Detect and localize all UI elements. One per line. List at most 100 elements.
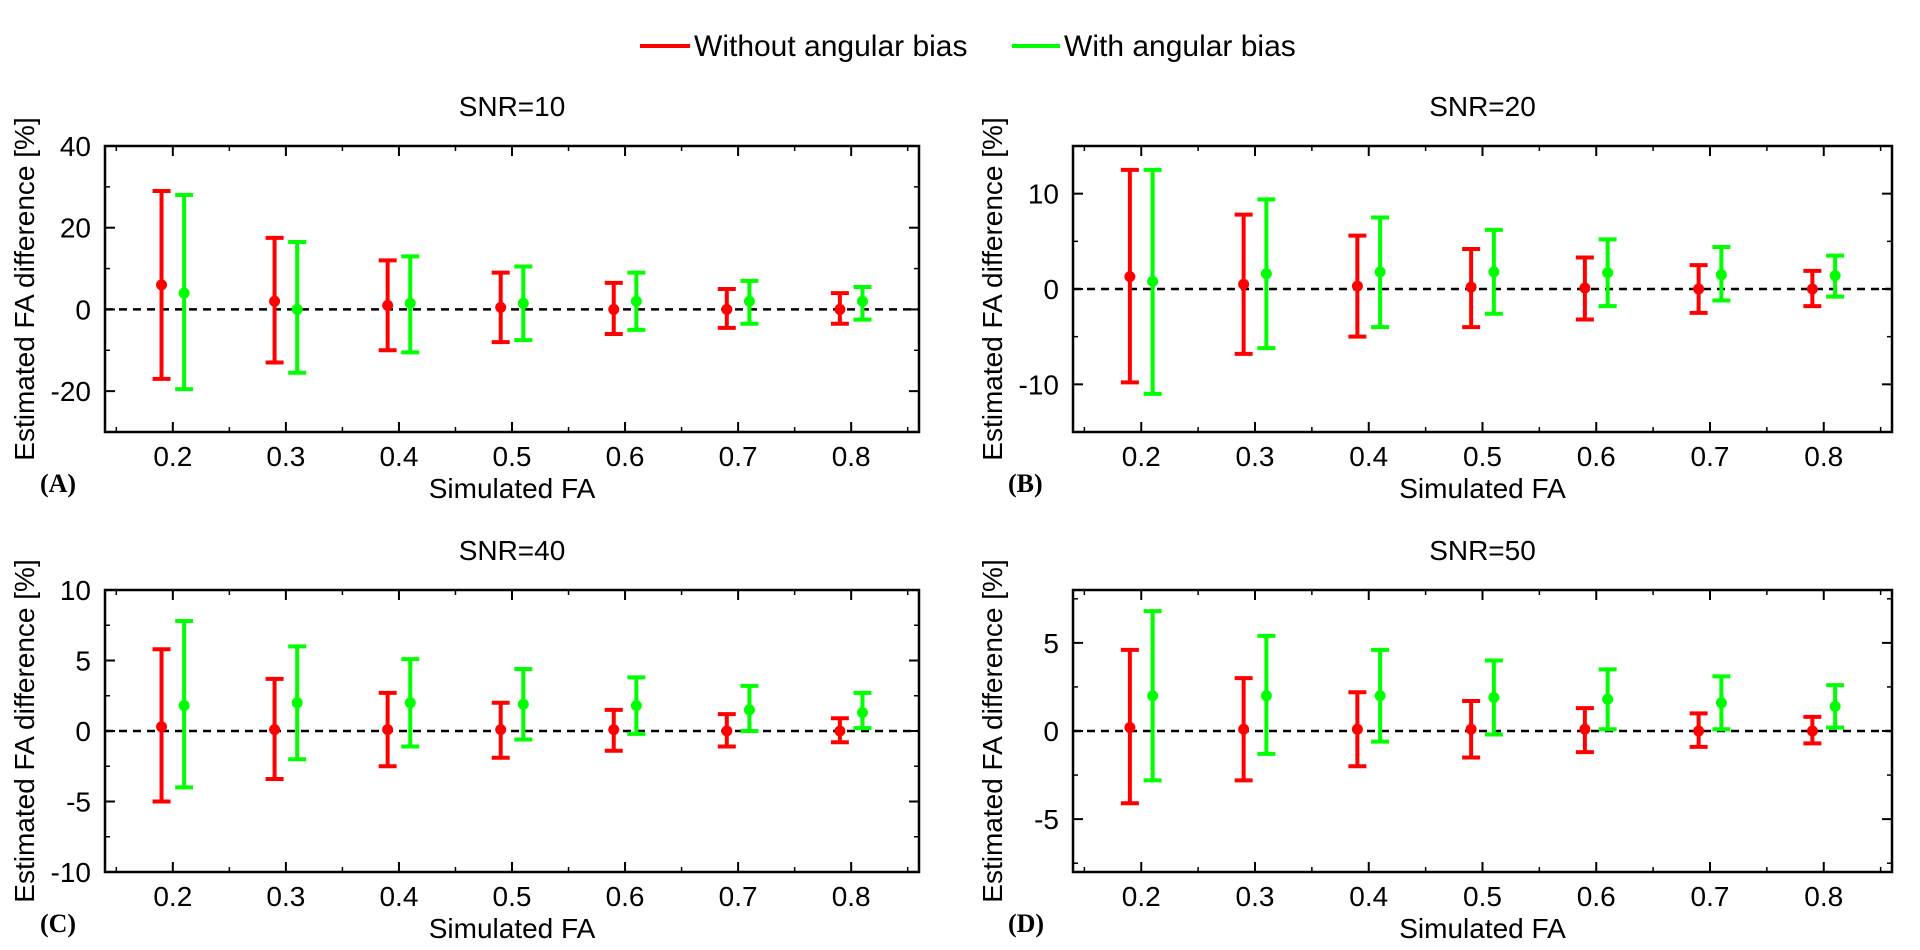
series-without-angular-bias — [1120, 167, 1822, 385]
x-tick-label: 0.3 — [266, 441, 305, 472]
chart-panel-4: SNR=50 0.2 0.3 0.4 0.5 0.6 0.7 0.8 -5 0 5 Simulated… — [977, 535, 1894, 944]
x-tick-label: 0.6 — [1577, 441, 1616, 472]
data-point — [1579, 723, 1591, 735]
x-tick-label: 0.4 — [379, 881, 418, 912]
x-tick-label: 0.5 — [493, 441, 532, 472]
chart-panel-1: SNR=10 0.2 0.3 0.4 0.5 0.6 0.7 0.8 -20 0 20 40 Simul… — [9, 91, 921, 504]
series-without-angular-bias — [152, 647, 849, 804]
y-axis-label: Estimated FA difference [%] — [9, 559, 40, 902]
y-axis-label: Estimated FA difference [%] — [9, 117, 40, 460]
data-point — [1238, 723, 1250, 735]
chart-title: SNR=40 — [459, 535, 566, 566]
x-tick-label: 0.8 — [1804, 881, 1843, 912]
panel-letter: (B) — [1008, 469, 1043, 498]
data-point — [178, 287, 190, 299]
data-point — [517, 698, 529, 710]
y-axis-label: Estimated FA difference [%] — [977, 559, 1008, 902]
data-point — [608, 303, 620, 315]
y-axis-label: Estimated FA difference [%] — [977, 117, 1008, 460]
y-tick-label: 0 — [1043, 716, 1059, 747]
y-tick-label: 0 — [1043, 274, 1059, 305]
series-without-angular-bias — [152, 188, 849, 381]
data-point — [291, 303, 303, 315]
data-point — [404, 297, 416, 309]
data-point — [517, 297, 529, 309]
y-tick-label: 0 — [75, 716, 91, 747]
y-tick-label: 10 — [60, 575, 91, 606]
data-point — [1715, 269, 1727, 281]
x-tick-label: 0.5 — [493, 881, 532, 912]
x-tick-label: 0.4 — [1349, 881, 1388, 912]
data-point — [1147, 275, 1159, 287]
x-tick-label: 0.5 — [1463, 441, 1502, 472]
data-point — [1806, 283, 1818, 295]
x-tick-label: 0.8 — [832, 441, 871, 472]
legend-label-without-angular-bias: Without angular bias — [694, 30, 968, 63]
data-point — [1488, 692, 1500, 704]
series-without-angular-bias — [1120, 647, 1822, 806]
data-point — [1147, 690, 1159, 702]
data-point — [743, 704, 755, 716]
chart-panel-3: SNR=40 0.2 0.3 0.4 0.5 0.6 0.7 0.8 -10 -5 0 5 10 Simu… — [9, 535, 921, 944]
y-tick-label: -10 — [1019, 369, 1059, 400]
x-tick-label: 0.2 — [1122, 881, 1161, 912]
data-point — [743, 295, 755, 307]
chart-panel-2: SNR=20 0.2 0.3 0.4 0.5 0.6 0.7 0.8 -10 0 10 Simulat… — [977, 91, 1894, 504]
series-with-angular-bias — [1143, 609, 1845, 783]
data-point — [1488, 266, 1500, 278]
data-point — [1374, 690, 1386, 702]
data-point — [608, 724, 620, 736]
data-point — [1715, 697, 1727, 709]
x-tick-label: 0.5 — [1463, 881, 1502, 912]
panels: SNR=10 0.2 0.3 0.4 0.5 0.6 0.7 0.8 -20 0 20 40 Simul… — [9, 91, 1894, 944]
x-tick-label: 0.2 — [1122, 441, 1161, 472]
x-tick-label: 0.6 — [606, 881, 645, 912]
x-tick-label: 0.7 — [1691, 441, 1730, 472]
data-point — [269, 295, 281, 307]
y-tick-label: 0 — [75, 294, 91, 325]
panel-letter: (A) — [40, 469, 76, 498]
data-point — [269, 724, 281, 736]
data-point — [382, 724, 394, 736]
data-point — [495, 724, 507, 736]
data-point — [1374, 266, 1386, 278]
data-point — [1602, 267, 1614, 279]
x-tick-label: 0.4 — [379, 441, 418, 472]
data-point — [382, 299, 394, 311]
data-point — [178, 700, 190, 712]
y-tick-label: 10 — [1028, 179, 1059, 210]
panel-letter: (C) — [40, 909, 76, 938]
x-tick-label: 0.2 — [153, 441, 192, 472]
legend-label-with-angular-bias: With angular bias — [1064, 30, 1296, 63]
data-point — [1260, 268, 1272, 280]
x-tick-label: 0.3 — [266, 881, 305, 912]
chart-title: SNR=10 — [459, 91, 566, 122]
data-point — [291, 697, 303, 709]
data-point — [721, 303, 733, 315]
data-point — [834, 303, 846, 315]
x-tick-label: 0.8 — [832, 881, 871, 912]
y-tick-label: 40 — [60, 131, 91, 162]
x-tick-label: 0.4 — [1349, 441, 1388, 472]
data-point — [1351, 280, 1363, 292]
x-tick-label: 0.6 — [1577, 881, 1616, 912]
data-point — [1693, 283, 1705, 295]
series-with-angular-bias — [1143, 167, 1845, 396]
x-axis-label: Simulated FA — [429, 473, 596, 504]
data-point — [495, 301, 507, 313]
data-point — [1465, 281, 1477, 293]
y-tick-label: 20 — [60, 213, 91, 244]
data-point — [1124, 721, 1136, 733]
x-tick-label: 0.8 — [1804, 441, 1843, 472]
data-point — [1124, 271, 1136, 283]
data-point — [856, 707, 868, 719]
x-axis-label: Simulated FA — [1399, 913, 1566, 944]
data-point — [856, 295, 868, 307]
data-point — [156, 279, 168, 291]
panel-letter: (D) — [1008, 909, 1044, 938]
y-tick-label: -10 — [51, 857, 91, 888]
x-tick-label: 0.7 — [719, 881, 758, 912]
x-axis-label: Simulated FA — [429, 913, 596, 944]
legend: Without angular bias With angular bias — [640, 30, 1296, 63]
